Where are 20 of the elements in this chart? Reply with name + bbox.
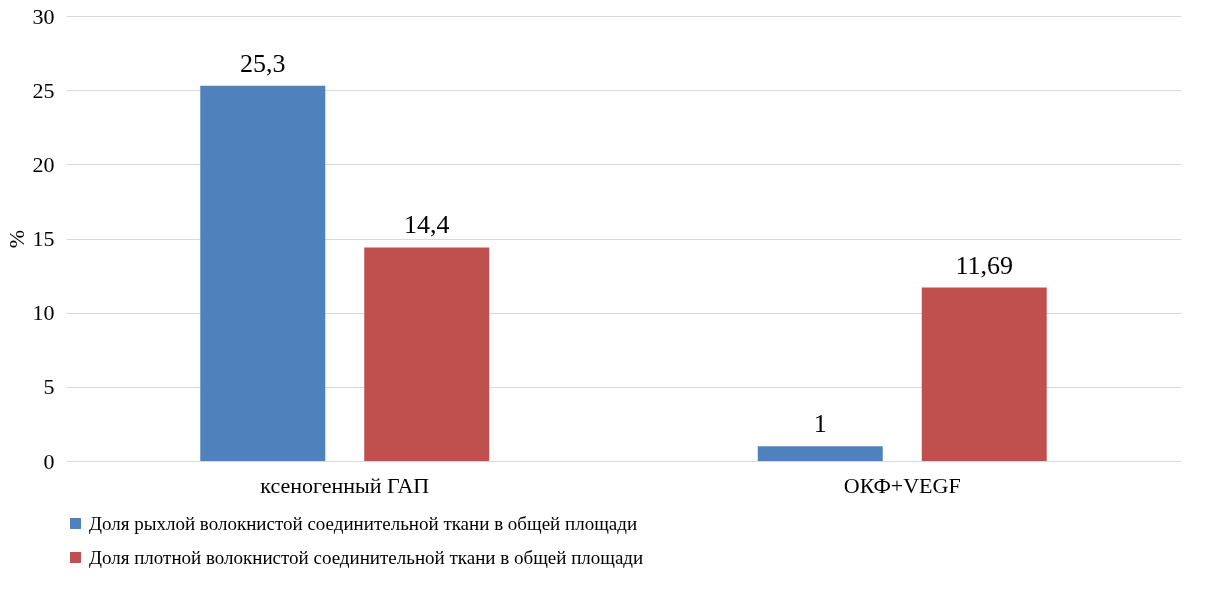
x-tick-label: ОКФ+VEGF	[843, 472, 961, 498]
legend-label: Доля рыхлой волокнистой соединительной ткани в общей площади	[89, 512, 638, 534]
y-tick-label: 15	[32, 226, 55, 251]
bar	[364, 247, 490, 461]
y-tick-label: 30	[32, 3, 55, 29]
bar	[200, 85, 326, 461]
y-axis-title: %	[3, 229, 29, 249]
x-tick-label: ксеногенный ГАП	[260, 472, 430, 498]
y-tick-label: 5	[43, 374, 55, 400]
data-label: 1	[813, 409, 827, 439]
bar	[757, 446, 883, 461]
y-tick-label: 25	[32, 77, 55, 103]
bar	[921, 287, 1047, 461]
legend-label: Доля плотной волокнистой соединительной ткани в общей площади	[89, 546, 644, 568]
data-label: 11,69	[955, 250, 1014, 280]
y-tick-label: 10	[32, 300, 55, 326]
y-tick-label: 0	[43, 448, 55, 474]
data-label: 25,3	[240, 48, 286, 78]
y-tick-label: 20	[32, 151, 55, 177]
data-label: 14,4	[403, 210, 450, 240]
